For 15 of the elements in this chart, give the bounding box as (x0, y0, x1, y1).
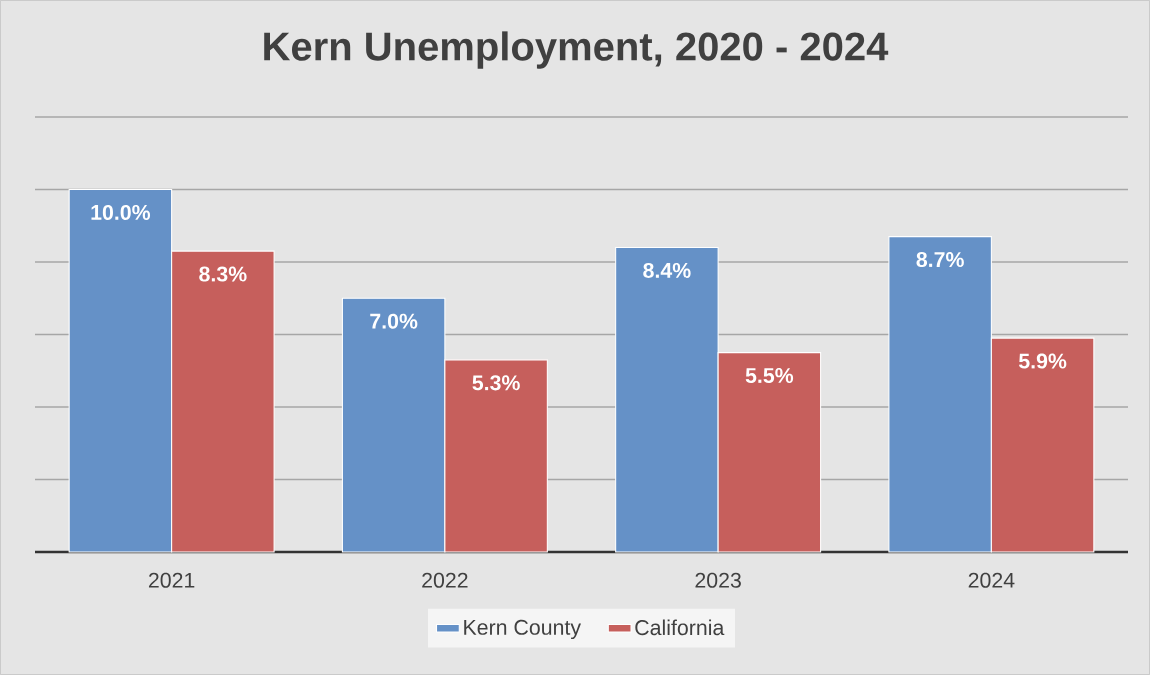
chart-title: Kern Unemployment, 2020 - 2024 (264, 31, 889, 69)
data-label: 8.4% (643, 262, 691, 278)
data-label: 5.5% (745, 368, 794, 384)
data-label: 5.3% (472, 375, 520, 391)
x-tick-label: 2021 (148, 572, 195, 588)
data-label: 5.9% (1018, 353, 1067, 369)
legend-label: California (635, 619, 725, 636)
data-label: 8.3% (199, 266, 247, 282)
x-tick-label: 2022 (422, 572, 468, 588)
data-label: 8.7% (916, 252, 964, 268)
x-tick-label: 2024 (968, 572, 1015, 588)
x-tick-label: 2023 (695, 572, 741, 588)
data-label: 10.0% (91, 204, 151, 220)
legend-label: Kern County (464, 619, 581, 640)
data-label: 7.0% (370, 313, 418, 329)
